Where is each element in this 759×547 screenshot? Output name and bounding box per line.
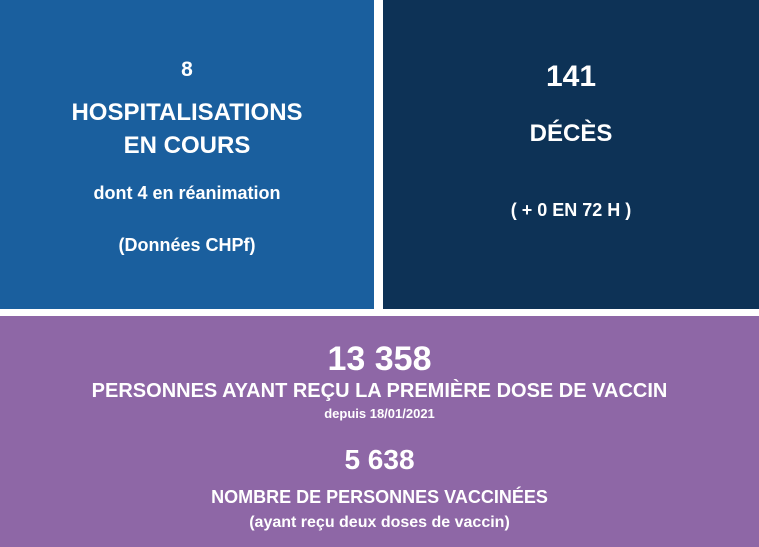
fully-vaccinated-label: NOMBRE DE PERSONNES VACCINÉES bbox=[211, 487, 548, 507]
hospitalisations-title: HOSPITALISATIONS EN COURS bbox=[0, 96, 374, 162]
deces-delta: ( + 0 EN 72 H ) bbox=[510, 200, 632, 220]
deces-title: DÉCÈS bbox=[529, 120, 613, 147]
first-dose-label: PERSONNES AYANT REÇU LA PREMIÈRE DOSE DE… bbox=[91, 380, 668, 402]
reanimation-count: dont 4 en réanimation bbox=[93, 183, 281, 203]
fully-vaccinated-count: 5 638 bbox=[344, 444, 415, 475]
fully-vaccinated-note: (ayant reçu deux doses de vaccin) bbox=[249, 514, 510, 531]
hospitalisations-count: 8 bbox=[181, 58, 193, 81]
hospitalisations-tile: 8 HOSPITALISATIONS EN COURS dont 4 en ré… bbox=[0, 0, 374, 309]
deces-tile: 141 DÉCÈS ( + 0 EN 72 H ) bbox=[383, 0, 759, 309]
data-source: (Données CHPf) bbox=[118, 235, 256, 255]
vaccination-tile: 13 358 PERSONNES AYANT REÇU LA PREMIÈRE … bbox=[0, 316, 759, 547]
deces-count: 141 bbox=[545, 60, 597, 93]
first-dose-since: depuis 18/01/2021 bbox=[324, 406, 435, 421]
first-dose-count: 13 358 bbox=[327, 340, 432, 378]
hospitalisations-title-line2: EN COURS bbox=[123, 132, 251, 159]
hospitalisations-title-line1: HOSPITALISATIONS bbox=[71, 99, 303, 126]
